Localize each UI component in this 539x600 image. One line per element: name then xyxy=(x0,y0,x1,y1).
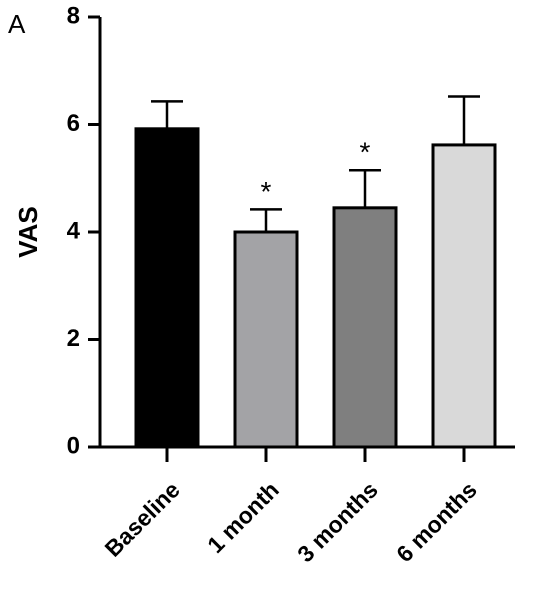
x-tick-label: 3 months xyxy=(292,476,383,567)
significance-marker: * xyxy=(261,176,272,207)
panel-label: A xyxy=(8,9,26,39)
y-tick-label: 2 xyxy=(67,325,80,352)
bar xyxy=(332,206,398,449)
y-tick-label: 6 xyxy=(67,110,80,137)
x-tick-label: Baseline xyxy=(100,476,185,561)
y-axis-title: VAS xyxy=(13,206,43,258)
bar xyxy=(431,143,497,449)
x-tick-label: 1 month xyxy=(202,476,284,558)
y-tick-label: 4 xyxy=(67,217,81,244)
bar xyxy=(233,230,299,449)
bar xyxy=(134,127,200,449)
significance-marker: * xyxy=(360,137,371,168)
x-tick-label: 6 months xyxy=(391,476,482,567)
y-tick-label: 8 xyxy=(67,2,80,29)
y-tick-label: 0 xyxy=(67,432,80,459)
